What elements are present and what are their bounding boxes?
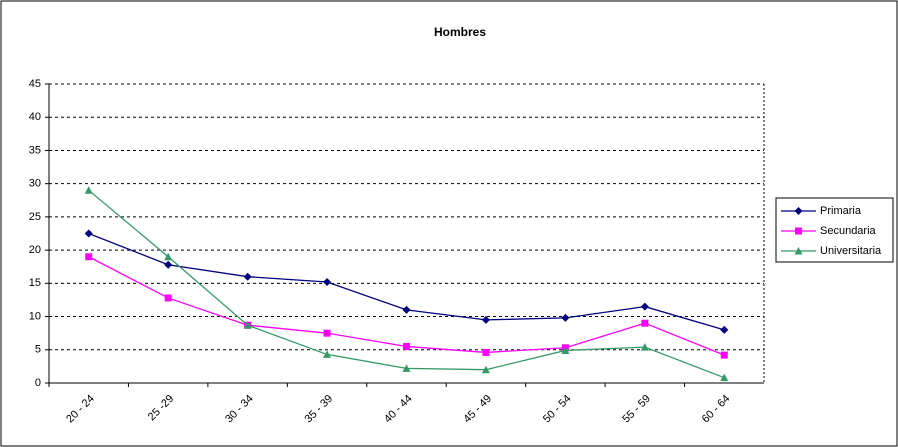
marker xyxy=(402,305,411,314)
marker xyxy=(720,351,728,359)
y-tick-label: 5 xyxy=(35,344,41,356)
marker xyxy=(84,186,93,194)
marker xyxy=(323,329,331,337)
marker xyxy=(640,343,649,351)
marker xyxy=(243,272,252,281)
y-tick-label: 15 xyxy=(29,277,41,289)
marker xyxy=(481,315,490,324)
y-tick-label: 20 xyxy=(29,244,41,256)
y-tick-label: 40 xyxy=(29,111,41,123)
marker xyxy=(641,319,649,327)
marker xyxy=(794,207,803,215)
marker xyxy=(164,294,172,302)
marker xyxy=(640,302,649,311)
marker xyxy=(481,365,490,374)
marker xyxy=(323,278,332,287)
marker xyxy=(795,227,802,235)
marker xyxy=(164,260,173,269)
y-tick-label: 0 xyxy=(35,377,41,389)
y-tick-label: 25 xyxy=(29,211,41,223)
marker xyxy=(323,350,332,358)
legend-label: Secundaria xyxy=(820,225,877,237)
marker xyxy=(164,252,173,261)
marker xyxy=(403,342,410,350)
marker xyxy=(84,229,93,238)
marker xyxy=(482,348,490,356)
y-tick-label: 30 xyxy=(29,178,41,190)
chart-title: Hombres xyxy=(434,25,486,39)
marker xyxy=(561,313,570,322)
marker xyxy=(794,247,803,255)
y-tick-label: 45 xyxy=(29,78,41,90)
legend-label: Primaria xyxy=(820,205,862,217)
marker xyxy=(402,364,411,372)
marker xyxy=(561,346,570,354)
y-tick-label: 35 xyxy=(29,144,41,156)
marker xyxy=(720,325,729,334)
marker xyxy=(85,253,93,261)
y-tick-label: 10 xyxy=(29,310,41,322)
legend-label: Universitaria xyxy=(820,245,882,257)
marker xyxy=(720,373,729,382)
marker xyxy=(243,321,252,329)
